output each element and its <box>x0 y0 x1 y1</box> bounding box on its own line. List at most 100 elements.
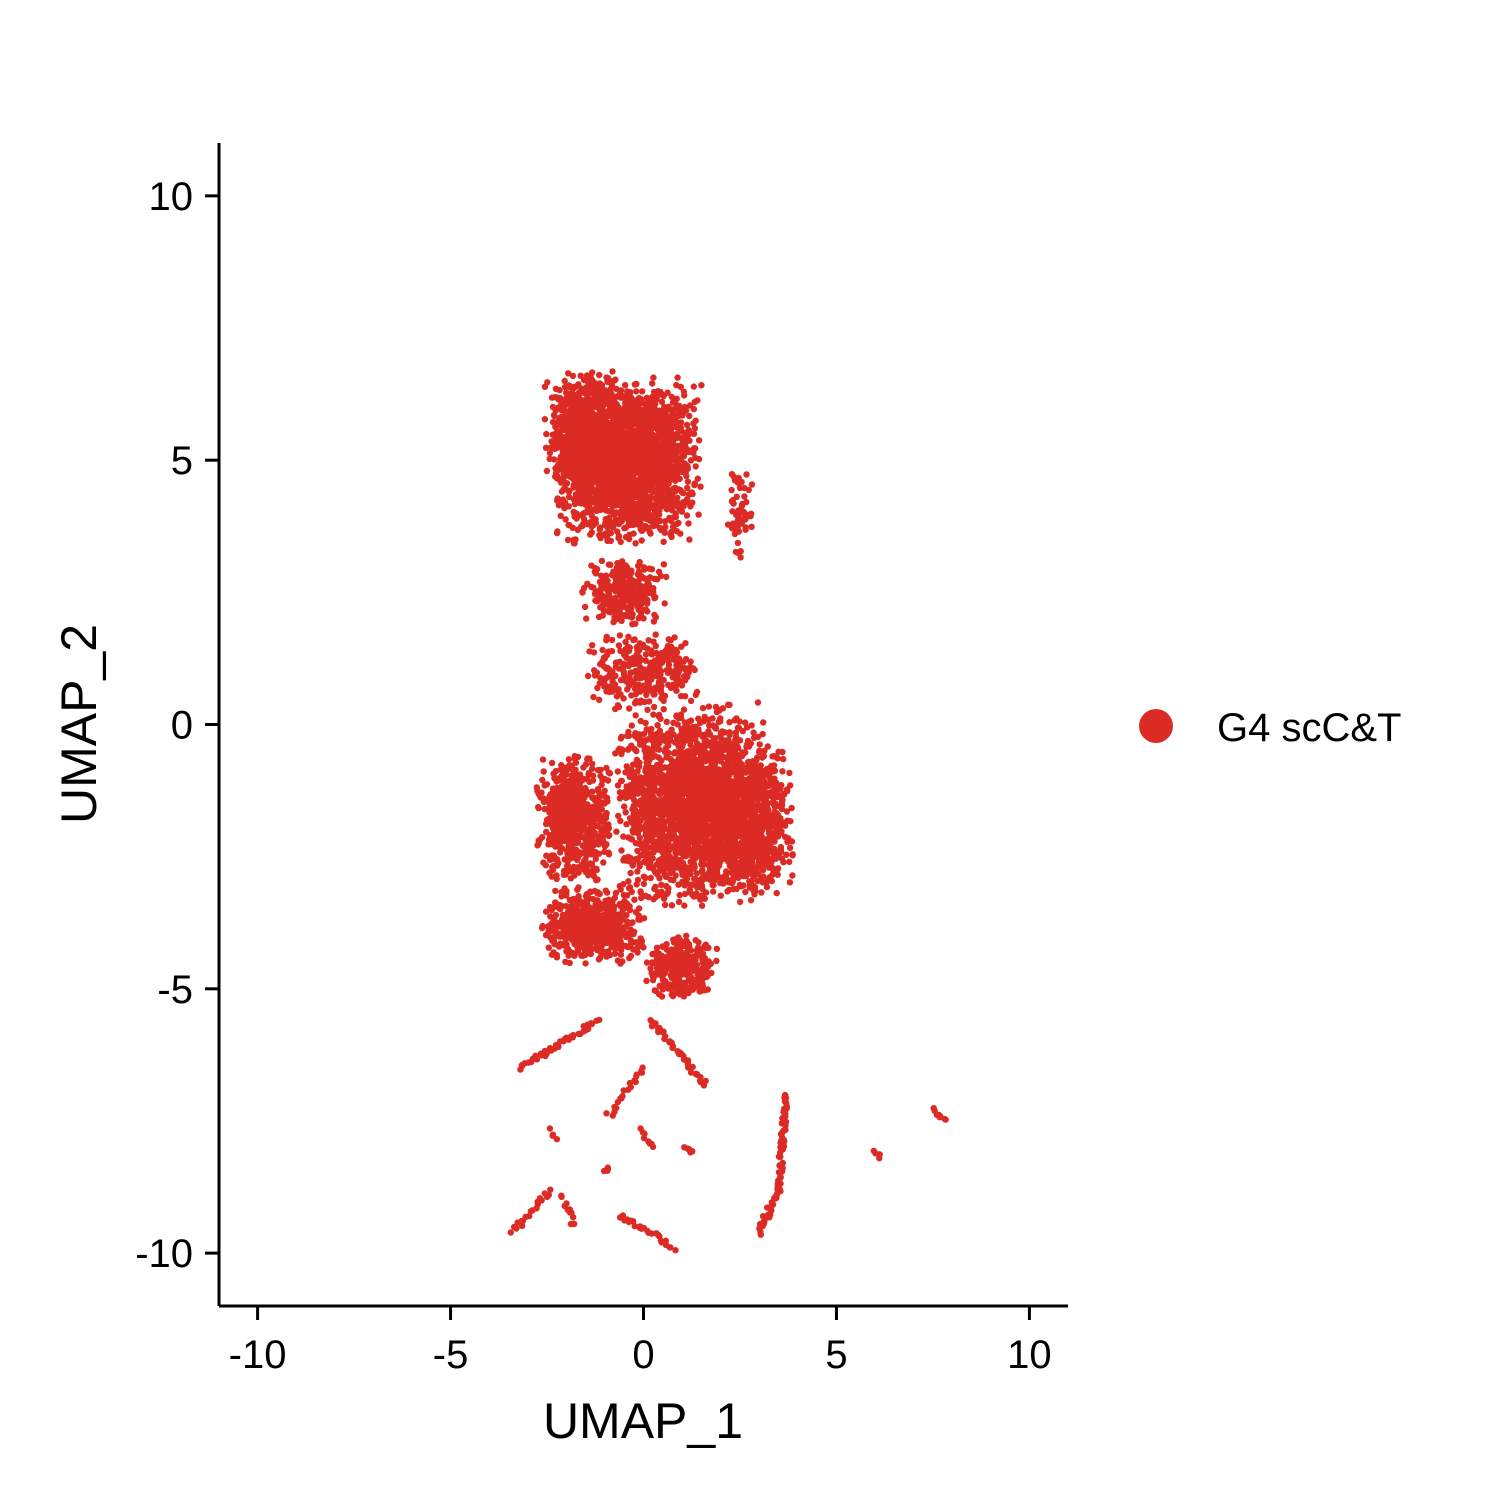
scatter-point <box>585 771 592 778</box>
scatter-point <box>606 514 613 522</box>
scatter-point <box>603 764 610 772</box>
scatter-point <box>589 642 596 649</box>
scatter-point <box>614 528 621 535</box>
scatter-point <box>561 813 569 820</box>
scatter-point <box>622 399 629 406</box>
scatter-point <box>679 437 687 444</box>
scatter-point <box>546 801 554 809</box>
scatter-point <box>593 865 600 872</box>
scatter-point <box>634 503 642 510</box>
scatter-point <box>586 388 594 395</box>
scatter-point <box>670 656 677 663</box>
scatter-point <box>574 499 581 506</box>
scatter-point <box>616 632 624 639</box>
scatter-point <box>698 382 705 389</box>
scatter-point <box>646 698 653 705</box>
scatter-point <box>581 440 588 447</box>
scatter-point <box>584 672 592 680</box>
scatter-point <box>635 489 642 496</box>
scatter-point <box>691 666 698 674</box>
scatter-point <box>541 805 548 813</box>
scatter-point <box>544 379 551 386</box>
scatter-point <box>677 530 684 537</box>
scatter-point <box>626 461 633 468</box>
scatter-point <box>694 475 701 482</box>
scatter-point <box>627 511 635 519</box>
scatter-point <box>638 573 645 580</box>
scatter-point <box>562 856 569 863</box>
scatter-point <box>546 449 554 457</box>
scatter-point <box>712 723 719 731</box>
scatter-point <box>597 766 604 773</box>
scatter-point <box>535 803 542 811</box>
scatter-point <box>695 511 702 518</box>
scatter-point <box>597 470 604 477</box>
scatter-point <box>629 492 636 499</box>
scatter-point <box>671 634 678 641</box>
scatter-point <box>655 390 662 397</box>
scatter-point <box>692 454 699 461</box>
scatter-point <box>644 524 651 531</box>
scatter-point <box>614 435 621 443</box>
scatter-point <box>567 839 574 846</box>
scatter-point <box>589 468 596 475</box>
scatter-point <box>635 394 643 402</box>
scatter-point <box>600 819 608 827</box>
scatter-point <box>641 452 648 459</box>
scatter-point <box>632 540 639 547</box>
scatter-point <box>634 876 642 884</box>
scatter-point <box>584 756 591 763</box>
scatter-point <box>633 388 640 395</box>
scatter-point <box>642 443 649 450</box>
scatter-point <box>586 819 594 827</box>
scatter-point <box>660 456 667 463</box>
scatter-point <box>597 383 605 391</box>
scatter-point <box>673 521 680 528</box>
scatter-point <box>543 430 550 438</box>
scatter-point <box>556 814 563 821</box>
scatter-point <box>614 599 621 606</box>
scatter-point <box>609 471 616 478</box>
scatter-point <box>690 383 697 390</box>
scatter-point <box>623 393 630 400</box>
scatter-point <box>588 583 595 591</box>
scatter-point <box>667 499 674 506</box>
scatter-point <box>614 425 622 432</box>
scatter-point <box>662 441 670 448</box>
scatter-point <box>633 644 641 651</box>
scatter-point <box>546 794 553 802</box>
scatter-point <box>552 394 559 401</box>
scatter-point <box>652 631 659 638</box>
scatter-point <box>635 615 642 622</box>
scatter-point <box>649 422 657 430</box>
scatter-point <box>627 660 635 668</box>
scatter-point <box>672 513 679 521</box>
scatter-point <box>596 812 603 819</box>
scatter-point <box>692 417 699 424</box>
scatter-point <box>587 860 594 867</box>
scatter-point <box>643 408 651 415</box>
scatter-point <box>646 399 653 406</box>
scatter-point <box>592 840 599 847</box>
scatter-point <box>593 566 601 573</box>
scatter-point <box>548 759 556 767</box>
scatter-point <box>571 872 578 879</box>
scatter-point <box>613 466 621 473</box>
scatter-point <box>592 803 599 810</box>
scatter-point <box>563 801 571 808</box>
scatter-point <box>575 779 582 786</box>
scatter-point <box>654 437 661 444</box>
scatter-point <box>595 613 603 621</box>
scatter-point <box>601 787 608 794</box>
scatter-point <box>640 686 647 693</box>
scatter-point <box>627 669 634 676</box>
scatter-point <box>663 573 670 581</box>
scatter-point <box>566 384 573 391</box>
scatter-point <box>572 458 580 466</box>
scatter-point <box>640 479 648 486</box>
scatter-point <box>681 460 688 467</box>
scatter-point <box>650 516 658 524</box>
scatter-point <box>621 474 628 481</box>
scatter-point <box>686 402 694 409</box>
scatter-point <box>646 574 654 581</box>
